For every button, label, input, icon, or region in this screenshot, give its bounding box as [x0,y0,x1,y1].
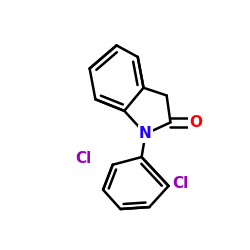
Text: Cl: Cl [76,152,92,166]
Text: O: O [189,115,202,130]
Text: Cl: Cl [172,176,188,192]
Text: N: N [139,126,152,142]
